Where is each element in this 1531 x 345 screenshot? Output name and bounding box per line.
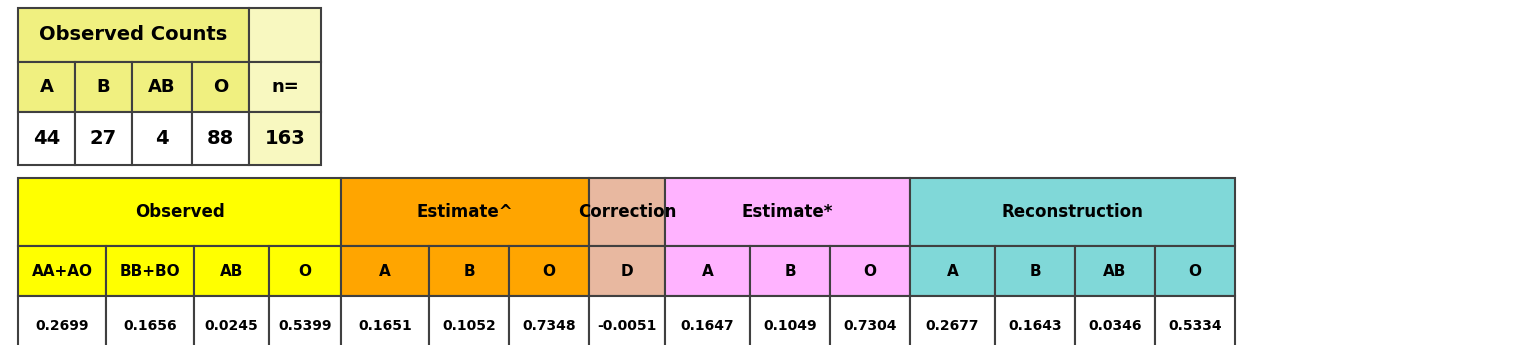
Bar	[132, 112, 191, 165]
Text: 0.0346: 0.0346	[1089, 319, 1142, 333]
Text: Observed Counts: Observed Counts	[40, 26, 228, 45]
Bar	[75, 62, 132, 112]
Bar	[194, 296, 269, 345]
Bar	[106, 246, 194, 296]
Bar	[909, 178, 1236, 246]
Bar	[750, 246, 830, 296]
Bar	[18, 8, 250, 62]
Text: B: B	[784, 264, 796, 278]
Text: 0.1656: 0.1656	[122, 319, 176, 333]
Bar	[341, 296, 429, 345]
Text: 0.1647: 0.1647	[681, 319, 735, 333]
Text: O: O	[299, 264, 311, 278]
Text: Reconstruction: Reconstruction	[1001, 203, 1144, 221]
Bar	[830, 296, 909, 345]
Bar	[269, 296, 341, 345]
Text: 4: 4	[155, 129, 168, 148]
Bar	[1075, 246, 1154, 296]
Bar	[589, 296, 664, 345]
Text: 0.5334: 0.5334	[1168, 319, 1222, 333]
Text: AA+AO: AA+AO	[32, 264, 92, 278]
Text: A: A	[380, 264, 390, 278]
Text: 27: 27	[90, 129, 116, 148]
Bar	[18, 112, 75, 165]
Text: O: O	[213, 78, 228, 96]
Bar	[75, 112, 132, 165]
Bar	[18, 296, 106, 345]
Text: Estimate*: Estimate*	[743, 203, 833, 221]
Text: A: A	[946, 264, 958, 278]
Bar	[429, 246, 508, 296]
Text: AB: AB	[1104, 264, 1127, 278]
Bar	[508, 296, 589, 345]
Text: D: D	[620, 264, 634, 278]
Text: B: B	[1029, 264, 1041, 278]
Bar	[269, 246, 341, 296]
Text: 0.5399: 0.5399	[279, 319, 332, 333]
Bar	[589, 246, 664, 296]
Bar	[250, 62, 322, 112]
Text: 0.7304: 0.7304	[844, 319, 897, 333]
Bar	[106, 296, 194, 345]
Text: 44: 44	[32, 129, 60, 148]
Text: O: O	[1188, 264, 1202, 278]
Bar	[508, 246, 589, 296]
Text: 0.2699: 0.2699	[35, 319, 89, 333]
Text: BB+BO: BB+BO	[119, 264, 181, 278]
Text: A: A	[701, 264, 713, 278]
Bar	[909, 246, 995, 296]
Text: AB: AB	[220, 264, 243, 278]
Text: 0.7348: 0.7348	[522, 319, 576, 333]
Text: 0.1052: 0.1052	[442, 319, 496, 333]
Text: 88: 88	[207, 129, 234, 148]
Bar	[995, 246, 1075, 296]
Bar	[341, 246, 429, 296]
Text: Estimate^: Estimate^	[416, 203, 513, 221]
Bar	[250, 8, 322, 62]
Bar	[589, 178, 664, 246]
Text: 0.0245: 0.0245	[205, 319, 259, 333]
Bar	[995, 296, 1075, 345]
Text: O: O	[863, 264, 877, 278]
Text: A: A	[40, 78, 54, 96]
Text: 0.1651: 0.1651	[358, 319, 412, 333]
Bar	[664, 178, 909, 246]
Text: O: O	[542, 264, 556, 278]
Bar	[18, 246, 106, 296]
Text: B: B	[96, 78, 110, 96]
Bar	[909, 296, 995, 345]
Text: AB: AB	[149, 78, 176, 96]
Bar	[194, 246, 269, 296]
Bar	[250, 112, 322, 165]
Text: Correction: Correction	[577, 203, 677, 221]
Bar	[191, 62, 250, 112]
Text: Observed: Observed	[135, 203, 225, 221]
Bar	[132, 62, 191, 112]
Bar	[750, 296, 830, 345]
Text: 0.2677: 0.2677	[926, 319, 980, 333]
Bar	[664, 296, 750, 345]
Bar	[830, 246, 909, 296]
Bar	[341, 178, 589, 246]
Bar	[664, 246, 750, 296]
Text: 0.1049: 0.1049	[762, 319, 818, 333]
Text: 163: 163	[265, 129, 305, 148]
Bar	[429, 296, 508, 345]
Bar	[191, 112, 250, 165]
Bar	[18, 178, 341, 246]
Bar	[1154, 296, 1236, 345]
Text: -0.0051: -0.0051	[597, 319, 657, 333]
Bar	[1075, 296, 1154, 345]
Bar	[18, 62, 75, 112]
Bar	[1154, 246, 1236, 296]
Text: B: B	[464, 264, 475, 278]
Text: 0.1643: 0.1643	[1009, 319, 1063, 333]
Text: n=: n=	[271, 78, 299, 96]
